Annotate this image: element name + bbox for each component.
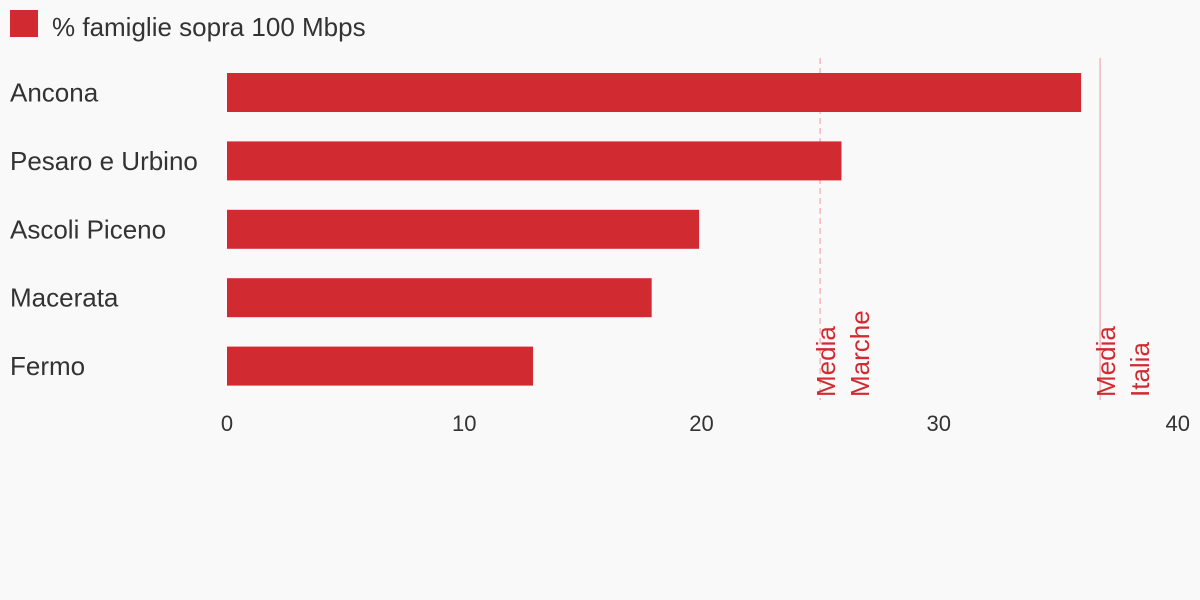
- reference-label-1-line-0: Media: [1091, 326, 1121, 397]
- legend-label: % famiglie sopra 100 Mbps: [52, 12, 366, 42]
- bar-ascoli-piceno[interactable]: [227, 209, 700, 249]
- category-label: Ascoli Piceno: [10, 214, 166, 244]
- category-label: Ancona: [10, 78, 99, 108]
- reference-label-0-line-1: Marche: [845, 310, 875, 397]
- x-tick-label: 20: [689, 411, 713, 436]
- category-labels: Ancona Pesaro e Urbino Ascoli Piceno Macera…: [10, 78, 198, 382]
- category-label: Fermo: [10, 351, 85, 381]
- bar-macerata[interactable]: [227, 278, 652, 318]
- legend-swatch: [10, 10, 38, 37]
- x-axis-ticks: 0 10 20 30 40: [221, 411, 1190, 436]
- reference-label-0-line-0: Media: [811, 326, 841, 397]
- bars: [227, 73, 1082, 386]
- reference-lines: [819, 58, 1101, 400]
- bar-ancona[interactable]: [227, 73, 1082, 112]
- category-label: Pesaro e Urbino: [10, 146, 198, 176]
- category-label: Macerata: [10, 283, 119, 313]
- x-tick-label: 30: [927, 411, 951, 436]
- x-tick-label: 40: [1166, 411, 1190, 436]
- reference-label-1-line-1: Italia: [1125, 342, 1155, 397]
- legend: % famiglie sopra 100 Mbps: [10, 10, 366, 42]
- reference-labels: Media Marche Media Italia: [811, 310, 1155, 397]
- x-tick-label: 0: [221, 411, 233, 436]
- x-tick-label: 10: [452, 411, 476, 436]
- bar-pesaro-e-urbino[interactable]: [227, 141, 842, 181]
- bar-fermo[interactable]: [227, 346, 534, 386]
